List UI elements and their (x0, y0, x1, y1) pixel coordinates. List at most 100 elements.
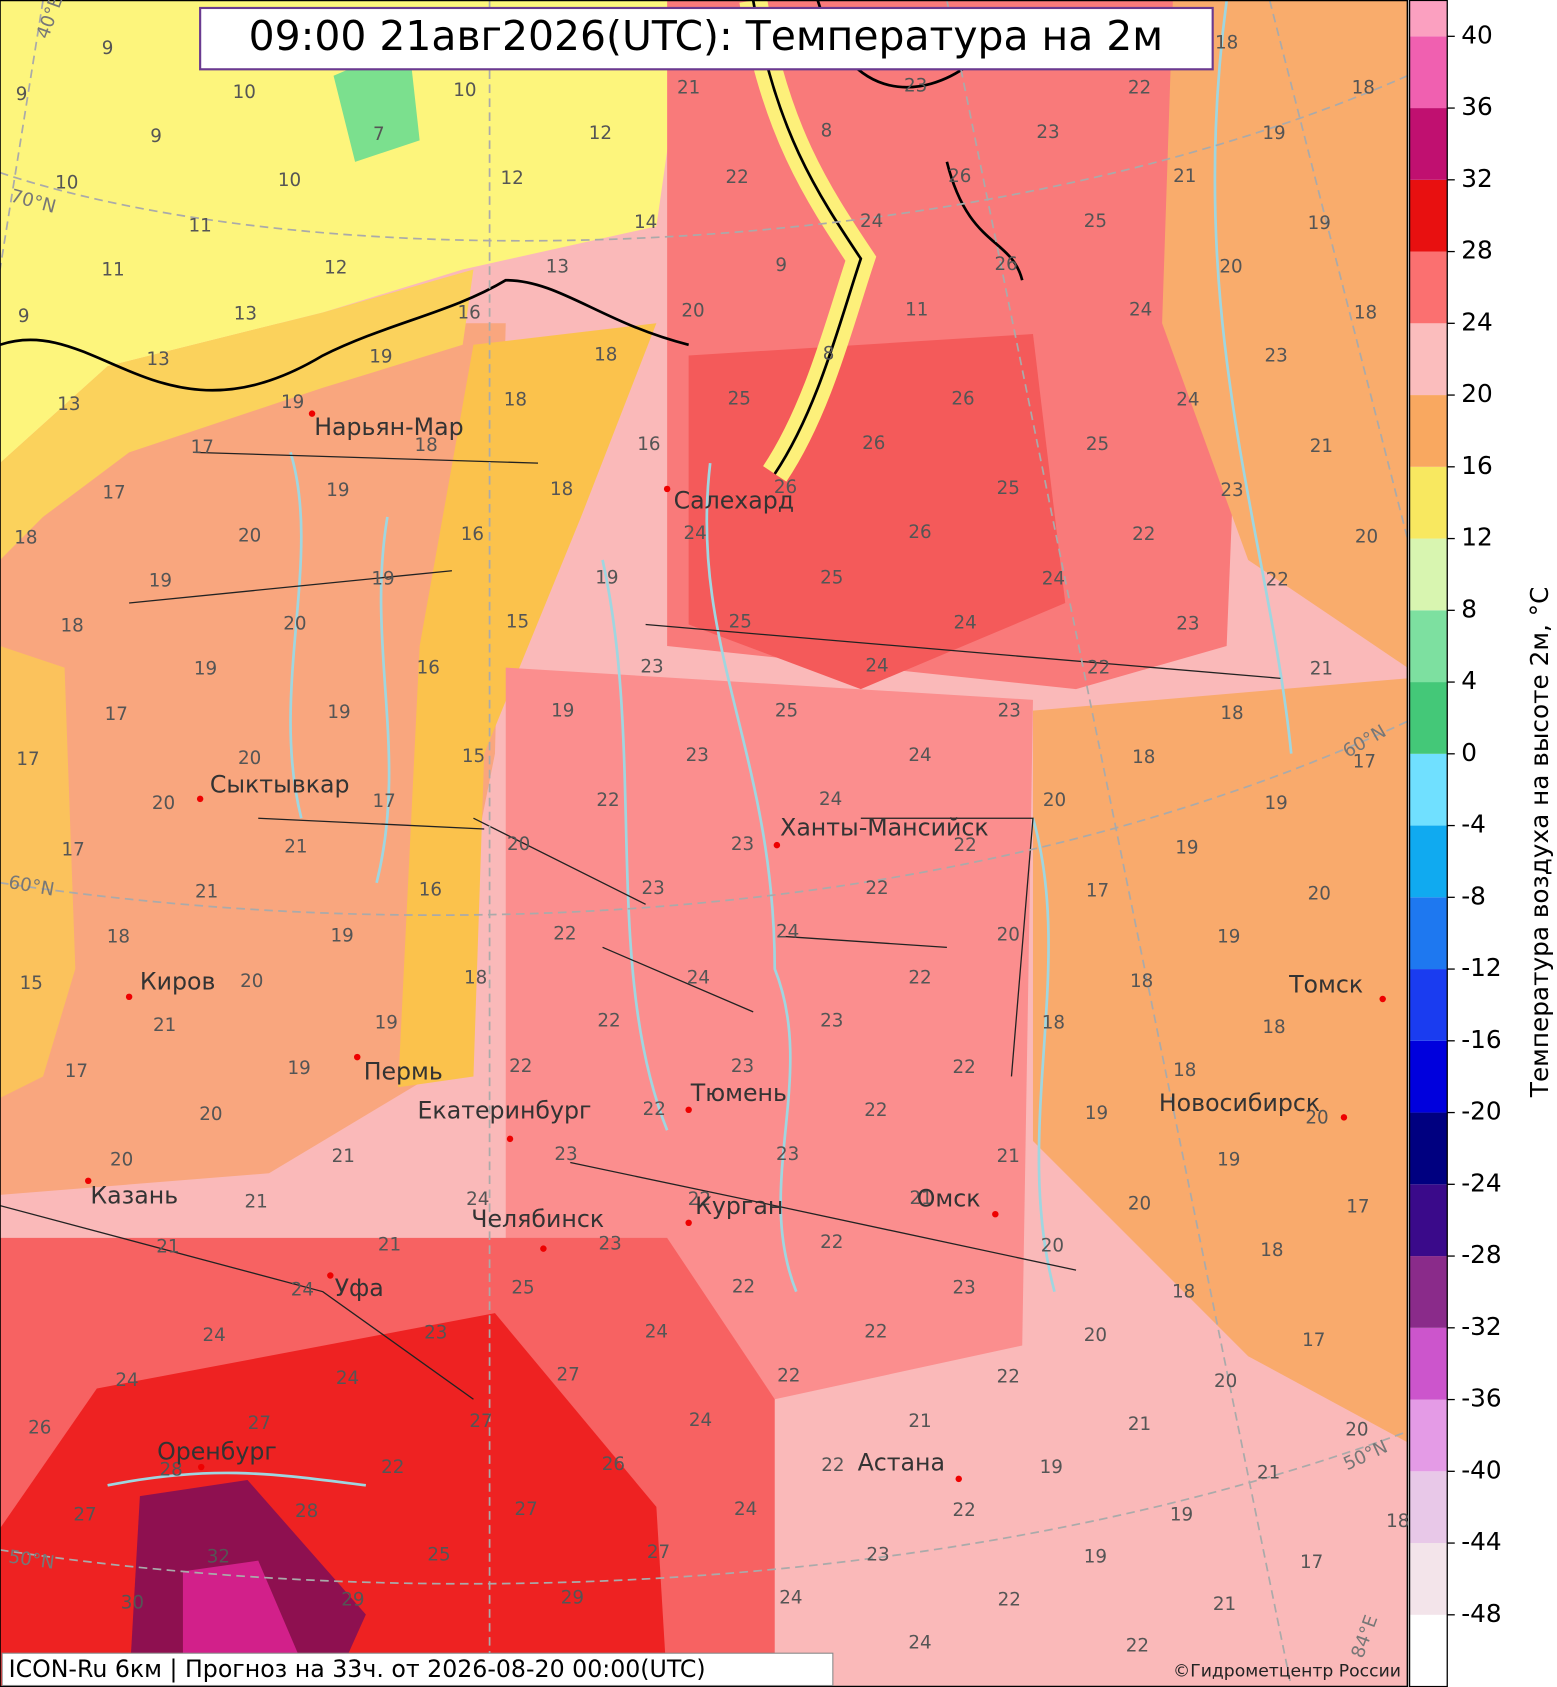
temperature-label: 19 (281, 392, 304, 413)
temperature-label: 19 (1262, 123, 1285, 144)
temperature-label: 18 (1262, 1017, 1285, 1038)
temperature-label: 20 (1041, 1235, 1064, 1256)
temperature-label: 17 (102, 482, 125, 503)
city-label: Уфа (335, 1274, 384, 1302)
temperature-label: 18 (1042, 1013, 1065, 1034)
colorbar-band (1409, 323, 1448, 396)
temperature-label: 18 (1220, 703, 1243, 724)
map-area (0, 0, 1408, 1687)
temperature-label: 25 (427, 1544, 450, 1565)
temperature-label: 30 (121, 1593, 144, 1614)
temperature-label: 11 (905, 299, 928, 320)
temperature-label: 19 (327, 702, 350, 723)
temperature-label: 22 (864, 1100, 887, 1121)
temperature-label: 22 (553, 923, 576, 944)
colorbar-band (1409, 251, 1448, 324)
temperature-label: 21 (153, 1015, 176, 1036)
colorbar-band (1409, 1471, 1448, 1544)
temperature-label: 22 (1087, 658, 1110, 679)
colorbar-band (1409, 1399, 1448, 1472)
temperature-label: 18 (14, 527, 37, 548)
temperature-label: 24 (819, 789, 842, 810)
temperature-label: 19 (595, 567, 618, 588)
temperature-label: 32 (207, 1546, 230, 1567)
colorbar-band (1409, 1184, 1448, 1257)
city-marker (992, 1210, 999, 1218)
colorbar-band (1409, 753, 1448, 826)
title: 09:00 21авг2026(UTC): Температура на 2м (249, 12, 1164, 60)
city-marker (327, 1272, 334, 1279)
city-marker (197, 1463, 205, 1471)
temperature-label: 20 (283, 614, 306, 635)
temperature-label: 26 (948, 166, 971, 187)
temperature-label: 19 (331, 926, 354, 947)
temperature-label: 17 (1300, 1552, 1323, 1573)
city-label: Ханты-Мансийск (780, 813, 989, 841)
temperature-label: 26 (908, 522, 931, 543)
colorbar-tick-label: -32 (1461, 1312, 1501, 1341)
temperature-label: 19 (149, 570, 172, 591)
city-marker (196, 795, 204, 803)
temperature-label: 20 (199, 1104, 222, 1125)
temperature-label: 17 (65, 1061, 88, 1082)
temperature-label: 27 (515, 1499, 538, 1520)
temperature-label: 24 (645, 1322, 668, 1343)
temperature-label: 17 (62, 839, 85, 860)
city-label: Салехард (674, 486, 795, 514)
temperature-label: 23 (866, 1544, 889, 1565)
temperature-zone (0, 323, 506, 1195)
temperature-label: 23 (1176, 614, 1199, 635)
temperature-label: 24 (689, 1410, 712, 1431)
temperature-zone (398, 323, 657, 1088)
temperature-label: 21 (997, 1146, 1020, 1167)
temperature-label: 9 (16, 84, 28, 105)
colorbar-tick-label: -44 (1461, 1527, 1501, 1556)
temperature-label: 10 (55, 172, 78, 193)
temperature-label: 29 (561, 1587, 584, 1608)
colorbar-band (1409, 36, 1448, 109)
temperature-label: 20 (1214, 1371, 1237, 1392)
temperature-label: 23 (640, 657, 663, 678)
temperature-label: 22 (509, 1056, 532, 1077)
colorbar-tick-label: 24 (1461, 307, 1492, 336)
temperature-label: 19 (371, 568, 394, 589)
temperature-label: 17 (16, 749, 39, 770)
temperature-label: 24 (466, 1189, 489, 1210)
temperature-label: 24 (336, 1368, 359, 1389)
colorbar-tick-label: -8 (1461, 881, 1486, 910)
colorbar-band (1409, 108, 1448, 180)
temperature-label: 26 (28, 1417, 51, 1438)
temperature-label: 24 (1129, 299, 1152, 320)
temperature-label: 20 (507, 834, 530, 855)
temperature-label: 19 (1040, 1457, 1063, 1478)
colorbar-tick-label: -4 (1461, 810, 1486, 839)
temperature-label: 19 (1084, 1546, 1107, 1567)
temperature-label: 24 (776, 921, 799, 942)
temperature-label: 27 (557, 1365, 580, 1386)
city-label: Новосибирск (1159, 1089, 1320, 1117)
temperature-zone (0, 0, 689, 464)
temperature-label: 17 (1302, 1330, 1325, 1351)
colorbar-tick-label: 16 (1461, 451, 1492, 480)
colorbar-tick-label: 40 (1461, 20, 1492, 49)
temperature-label: 8 (821, 121, 833, 142)
city-label: Казань (90, 1181, 178, 1209)
temperature-label: 17 (105, 704, 128, 725)
temperature-label: 18 (550, 479, 573, 500)
temperature-label: 24 (860, 211, 883, 232)
temperature-label: 24 (1042, 568, 1065, 589)
city-label: Оренбург (157, 1438, 277, 1466)
temperature-label: 20 (238, 748, 261, 769)
colorbar-tick-label: 20 (1461, 379, 1492, 408)
temperature-label: 25 (1086, 434, 1109, 455)
city-marker (685, 1219, 692, 1227)
temperature-label: 22 (821, 1455, 844, 1476)
temperature-label: 7 (373, 124, 385, 145)
temperature-label: 20 (1308, 884, 1331, 905)
temperature-label: 22 (596, 790, 619, 811)
temperature-label: 20 (681, 300, 704, 321)
temperature-label: 21 (1310, 659, 1333, 680)
colorbar-tick-label: -20 (1461, 1097, 1501, 1126)
temperature-label: 21 (244, 1191, 267, 1212)
temperature-label: 18 (504, 390, 527, 411)
